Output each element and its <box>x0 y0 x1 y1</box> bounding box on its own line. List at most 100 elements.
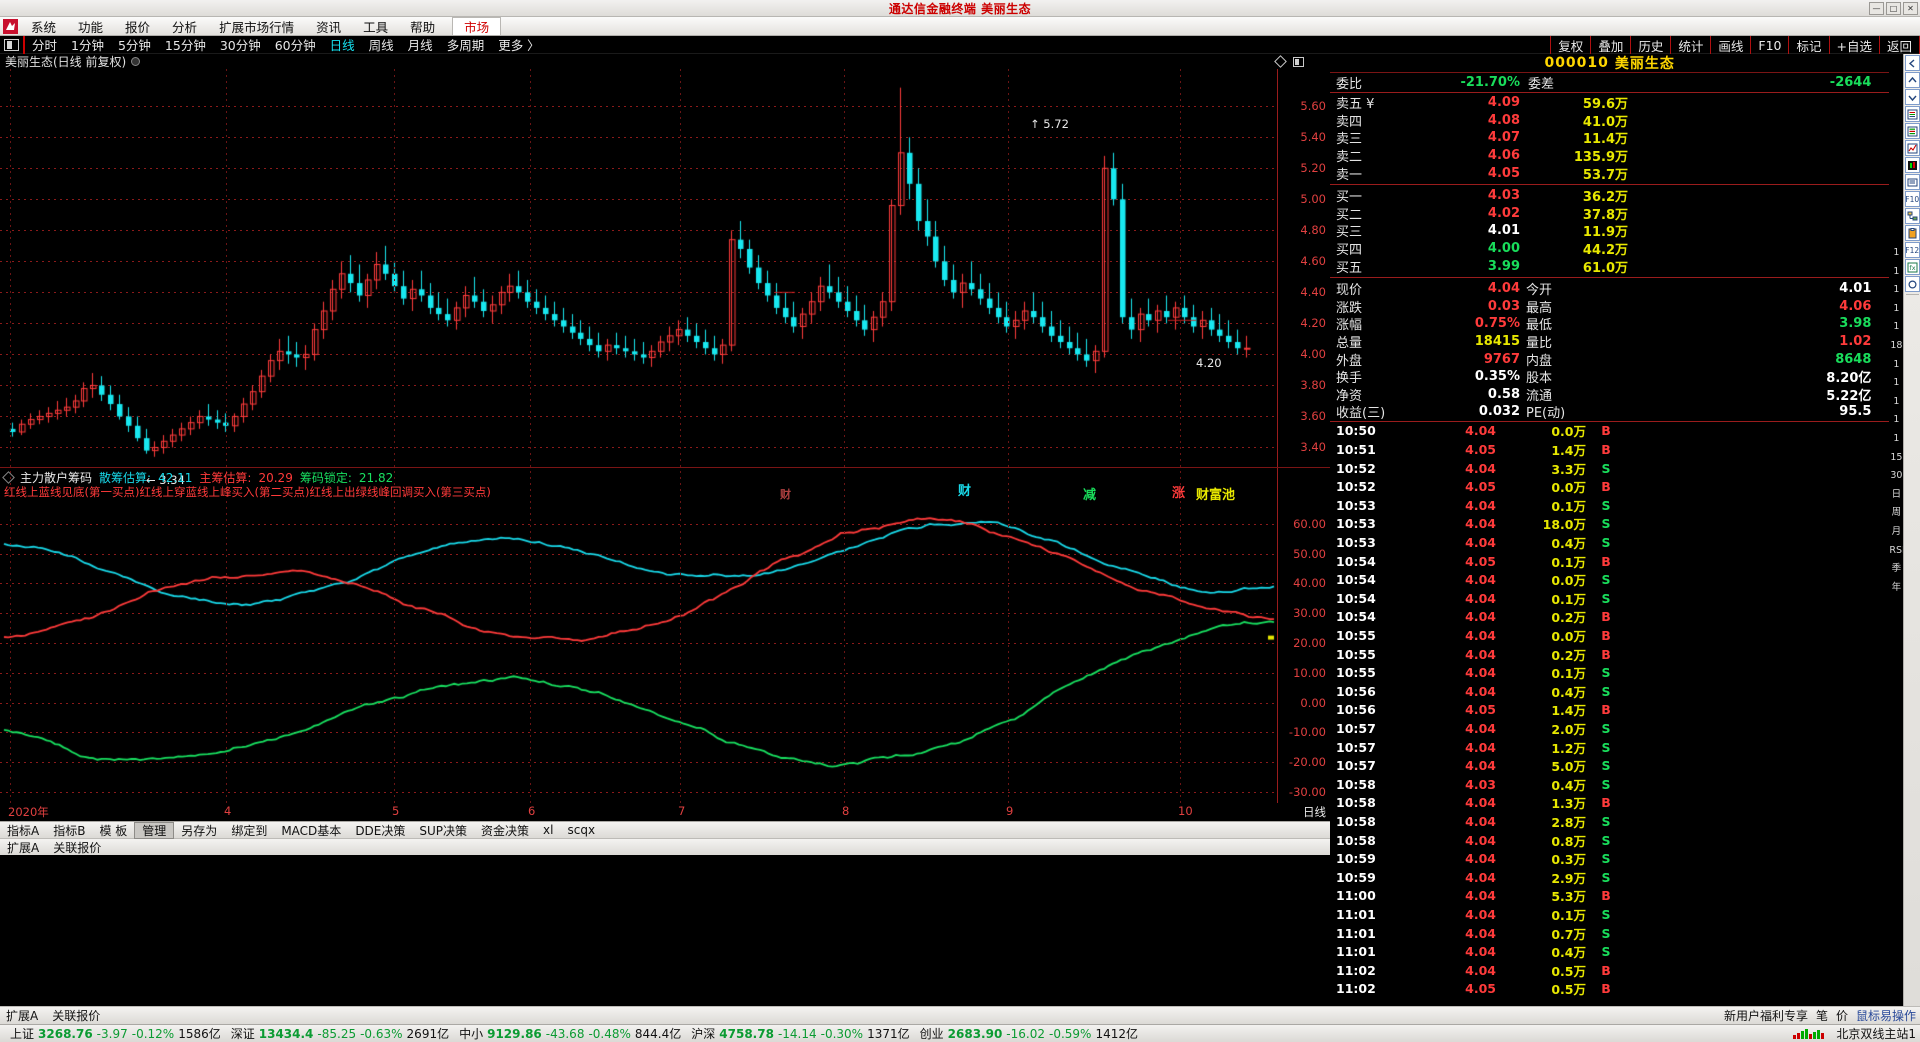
pen-tool-label[interactable]: 笔 <box>1815 1009 1828 1023</box>
tick-row[interactable]: 11:02 4.05 0.5万 B <box>1330 980 1889 999</box>
tool-overlay[interactable]: 叠加 <box>1590 36 1630 54</box>
tick-row[interactable]: 10:53 4.04 0.1万 S <box>1330 496 1889 515</box>
tick-row[interactable]: 10:59 4.04 0.3万 S <box>1330 849 1889 868</box>
tick-row[interactable]: 10:53 4.04 18.0万 S <box>1330 515 1889 534</box>
sell-order-row[interactable]: 卖二 4.06 135.9万 <box>1330 147 1889 165</box>
period-monthly[interactable]: 月线 <box>407 38 433 53</box>
tick-row[interactable]: 10:55 4.04 0.1万 S <box>1330 663 1889 682</box>
period-daily[interactable]: 日线 <box>329 38 355 53</box>
maximize-button[interactable]: □ <box>1886 1 1901 15</box>
index-quote[interactable]: 中小 9129.86 -43.68 -0.48% 844.4亿 <box>449 1025 681 1042</box>
menu-item-help[interactable]: 帮助 <box>410 19 436 35</box>
settings-dot-icon[interactable] <box>131 57 141 66</box>
back-arrow-icon[interactable] <box>1904 55 1920 71</box>
new-user-promo[interactable]: 新用户福利专享 <box>1723 1009 1808 1023</box>
down-arrow-icon[interactable] <box>1904 89 1920 105</box>
tick-row[interactable]: 10:56 4.05 1.4万 B <box>1330 701 1889 720</box>
price-candlestick-canvas[interactable] <box>0 69 1330 467</box>
sell-order-book[interactable]: 卖五 ¥ 4.09 59.6万 卖四 4.08 41.0万 卖三 4.07 11.4万 卖二 4.0… <box>1330 94 1889 182</box>
period-multi[interactable]: 多周期 <box>446 38 485 53</box>
f12-icon[interactable]: F12 <box>1904 242 1920 258</box>
menu-item-system[interactable]: 系统 <box>31 19 57 35</box>
tick-row[interactable]: 11:01 4.04 0.1万 S <box>1330 905 1889 924</box>
panel-toggle-icon[interactable] <box>1293 56 1304 67</box>
tick-row[interactable]: 10:54 4.04 0.0万 S <box>1330 570 1889 589</box>
period-30min[interactable]: 30分钟 <box>219 38 261 53</box>
tab-xl[interactable]: xl <box>543 823 554 837</box>
price-label[interactable]: 价 <box>1835 1009 1848 1023</box>
period-fenshi[interactable]: 分时 <box>32 38 58 53</box>
index-quote[interactable]: 沪深 4758.78 -14.14 -0.30% 1371亿 <box>681 1025 909 1042</box>
f10-icon[interactable]: F10 <box>1904 191 1920 207</box>
tick-row[interactable]: 10:55 4.04 0.2万 B <box>1330 645 1889 664</box>
tick-row[interactable]: 11:00 4.04 5.3万 B <box>1330 887 1889 906</box>
server-name[interactable]: 北京双线主站1 <box>1836 1027 1916 1041</box>
tab-template[interactable]: 模 板 <box>99 823 128 838</box>
sell-order-row[interactable]: 卖四 4.08 41.0万 <box>1330 112 1889 130</box>
tick-row[interactable]: 10:54 4.04 0.2万 B <box>1330 608 1889 627</box>
tick-row[interactable]: 11:01 4.04 0.7万 S <box>1330 924 1889 943</box>
tick-row[interactable]: 10:57 4.04 1.2万 S <box>1330 738 1889 757</box>
tab-bind-to[interactable]: 绑定到 <box>231 823 268 838</box>
tick-row[interactable]: 11:01 4.04 0.4万 S <box>1330 942 1889 961</box>
menu-item-tools[interactable]: 工具 <box>363 19 389 35</box>
trend-icon[interactable] <box>1904 140 1920 156</box>
period-60min[interactable]: 60分钟 <box>274 38 316 53</box>
buy-order-row[interactable]: 买五 3.99 61.0万 <box>1330 257 1889 276</box>
tab-manage[interactable]: 管理 <box>134 821 175 839</box>
tool-history[interactable]: 历史 <box>1630 36 1670 54</box>
tick-row[interactable]: 10:57 4.04 2.0万 S <box>1330 719 1889 738</box>
menu-item-info[interactable]: 资讯 <box>316 19 342 35</box>
tool-draw[interactable]: 画线 <box>1710 36 1750 54</box>
buy-order-row[interactable]: 买二 4.02 37.8万 <box>1330 205 1889 223</box>
period-15min[interactable]: 15分钟 <box>164 38 206 53</box>
circle-icon[interactable] <box>1904 276 1920 292</box>
clipboard-icon[interactable] <box>1904 225 1920 241</box>
fx-icon[interactable]: fx <box>1904 259 1920 275</box>
tick-row[interactable]: 10:59 4.04 2.9万 S <box>1330 868 1889 887</box>
sell-order-row[interactable]: 卖一 4.05 53.7万 <box>1330 164 1889 183</box>
tool-mark[interactable]: 标记 <box>1788 36 1828 54</box>
tick-row[interactable]: 10:54 4.05 0.1万 B <box>1330 552 1889 571</box>
period-weekly[interactable]: 周线 <box>368 38 394 53</box>
mouse-trade-label[interactable]: 鼠标易操作 <box>1855 1009 1916 1023</box>
list-icon[interactable] <box>1904 123 1920 139</box>
tick-row[interactable]: 10:50 4.04 0.0万 B <box>1330 422 1889 441</box>
tab-macd-basic[interactable]: MACD基本 <box>281 823 342 838</box>
tick-row[interactable]: 10:58 4.03 0.4万 S <box>1330 775 1889 794</box>
news-icon[interactable] <box>1904 174 1920 190</box>
period-5min[interactable]: 5分钟 <box>117 38 151 53</box>
layout-icon[interactable] <box>4 38 19 51</box>
tick-row[interactable]: 10:51 4.05 1.4万 B <box>1330 440 1889 459</box>
tree-icon[interactable] <box>1904 208 1920 224</box>
notice-linked-quote[interactable]: 关联报价 <box>52 1009 101 1023</box>
index-quote[interactable]: 深证 13434.4 -85.25 -0.63% 2691亿 <box>221 1025 449 1042</box>
tool-f10[interactable]: F10 <box>1750 36 1788 54</box>
indicator-canvas[interactable] <box>0 468 1330 804</box>
tool-add-watchlist[interactable]: +自选 <box>1828 36 1879 54</box>
menu-item-extended-market[interactable]: 扩展市场行情 <box>219 19 295 35</box>
menu-item-function[interactable]: 功能 <box>78 19 104 35</box>
buy-order-row[interactable]: 买三 4.01 11.9万 <box>1330 222 1889 240</box>
sell-order-row[interactable]: 卖五 ¥ 4.09 59.6万 <box>1330 94 1889 112</box>
tick-row[interactable]: 10:58 4.04 1.3万 B <box>1330 794 1889 813</box>
tab-scqx[interactable]: scqx <box>567 823 596 837</box>
index-quote[interactable]: 创业 2683.90 -16.02 -0.59% 1412亿 <box>910 1025 1138 1042</box>
buy-order-row[interactable]: 买四 4.00 44.2万 <box>1330 240 1889 258</box>
candle-icon[interactable] <box>1904 157 1920 173</box>
tool-return[interactable]: 返回 <box>1878 36 1920 54</box>
menu-item-analysis[interactable]: 分析 <box>172 19 198 35</box>
tab-indicator-a[interactable]: 指标A <box>7 823 40 838</box>
buy-order-book[interactable]: 买一 4.03 36.2万 买二 4.02 37.8万 买三 4.01 11.9万 买四 4.00 4… <box>1330 187 1889 275</box>
indicator-pane[interactable]: 主力散户筹码 散筹估算: 42.11 主筹估算: 20.29 筹码锁定: 21.… <box>0 467 1330 804</box>
expand-a[interactable]: 扩展A <box>7 840 40 855</box>
tick-row[interactable]: 10:52 4.04 3.3万 S <box>1330 459 1889 478</box>
tick-row[interactable]: 10:58 4.04 0.8万 S <box>1330 831 1889 850</box>
price-chart-pane[interactable]: 5.60 5.40 5.20 5.00 4.80 4.60 4.40 4.20 4.00 3.80… <box>0 69 1330 487</box>
tick-row[interactable]: 10:52 4.05 0.0万 B <box>1330 477 1889 496</box>
buy-order-row[interactable]: 买一 4.03 36.2万 <box>1330 187 1889 205</box>
menu-item-quote[interactable]: 报价 <box>125 19 151 35</box>
tick-row[interactable]: 11:02 4.04 0.5万 B <box>1330 961 1889 980</box>
notice-expand-a[interactable]: 扩展A <box>6 1009 39 1023</box>
sell-order-row[interactable]: 卖三 4.07 11.4万 <box>1330 129 1889 147</box>
